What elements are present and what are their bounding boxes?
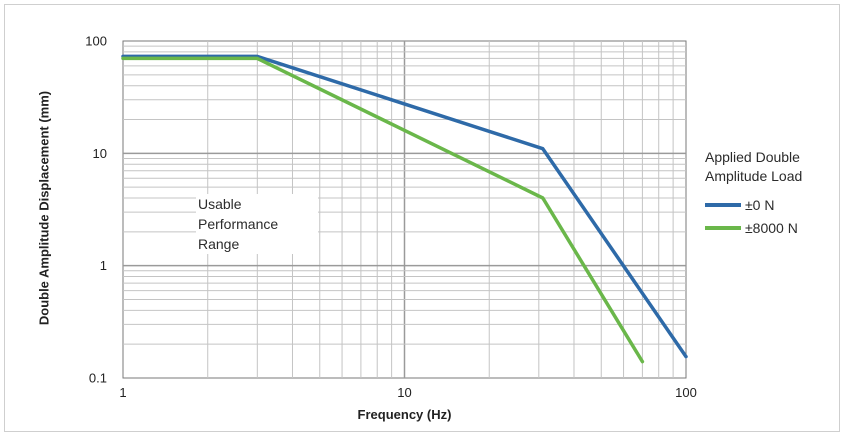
x-tick-label: 10 [397,385,411,400]
legend-item-8000n: ±8000 N [705,219,840,237]
legend-title-line: Applied Double [705,149,800,165]
legend-label-8000n: ±8000 N [745,220,798,236]
legend-item-0n: ±0 N [705,196,840,214]
annotation-line: Performance [198,216,279,232]
chart-frame [4,4,840,432]
legend-title: Applied Double Amplitude Load [705,148,840,186]
legend: Applied Double Amplitude Load ±0 N ±8000… [705,148,840,242]
annotation-line: Usable [198,196,242,212]
usable-range-annotation: Usable Performance Range [196,194,318,254]
x-tick-label: 1 [119,385,126,400]
x-axis-label: Frequency (Hz) [357,407,452,422]
y-tick-label: 0.1 [89,371,107,386]
legend-label-0n: ±0 N [745,197,775,213]
tick-labels: 1 10 100 0.1 1 10 100 [85,34,697,401]
grid [123,41,686,378]
series-line-8000n [121,56,645,364]
y-axis-label: Double Amplitude Displacement (mm) [36,90,52,326]
annotation-line: Range [198,236,240,252]
y-tick-label: 10 [93,146,107,161]
legend-swatch-8000n [705,226,741,230]
y-tick-label: 1 [100,258,107,273]
x-tick-label: 100 [675,385,697,400]
series-lines [121,54,688,364]
legend-swatch-0n [705,203,741,207]
series-line-0n [121,54,688,359]
legend-title-line: Amplitude Load [705,168,803,184]
y-tick-label: 100 [85,34,107,49]
